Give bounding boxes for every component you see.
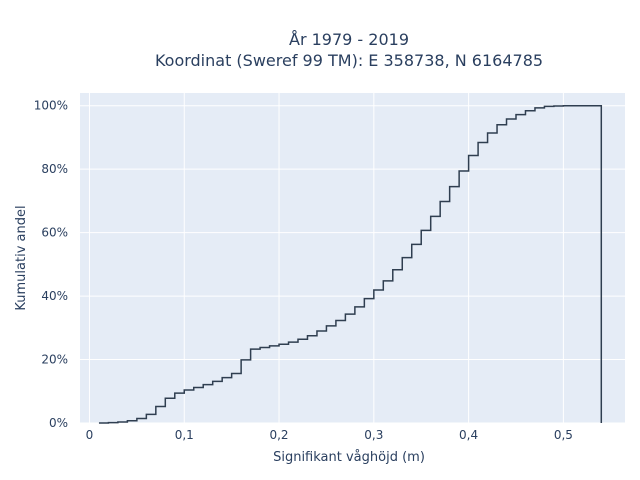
x-tick-label: 0,3 [364,428,383,442]
y-axis-ticks: 0% 20% 40% 60% 80% 100% [34,99,68,430]
chart-title-line1: År 1979 - 2019 [289,30,409,49]
y-axis-title: Kumulativ andel [14,205,29,310]
y-tick-label: 0% [49,416,68,430]
x-tick-label: 0 [86,428,94,442]
x-axis-title: Signifikant våghöjd (m) [273,450,425,465]
y-tick-label: 20% [41,353,68,367]
y-tick-label: 80% [41,162,68,176]
cumulative-step-line [98,104,603,424]
x-tick-label: 0,4 [459,428,478,442]
plot-area [80,93,625,423]
y-tick-label: 40% [41,289,68,303]
x-tick-label: 0,2 [269,428,288,442]
x-tick-label: 0,5 [554,428,573,442]
x-axis-ticks: 0 0,1 0,2 0,3 0,4 0,5 [86,428,573,442]
series-layer [98,104,603,424]
x-tick-label: 0,1 [175,428,194,442]
chart-title-line2: Koordinat (Sweref 99 TM): E 358738, N 61… [155,51,543,70]
y-tick-label: 60% [41,226,68,240]
grid-lines [80,93,625,424]
y-tick-label: 100% [34,99,68,113]
